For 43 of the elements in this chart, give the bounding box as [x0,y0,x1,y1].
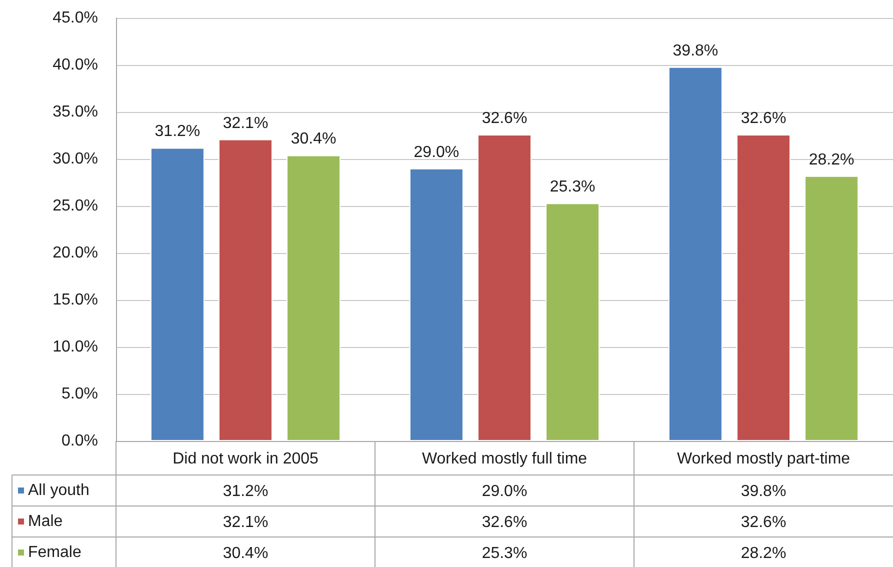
data-label: 30.4% [222,545,268,562]
text: 39.8% [672,42,718,60]
y-tick-label: 5.0% [62,386,98,402]
text: 30.4% [290,130,336,148]
legend-label: Female [28,544,82,561]
y-tick-label: 35.0% [52,104,98,120]
data-label: 32.6% [740,514,786,531]
legend-label: Male [28,513,63,530]
y-tick-label: 0.0% [62,432,98,450]
data-label: 31.2% [222,483,268,500]
data-label: 32.6% [482,514,528,531]
bar [668,66,722,441]
y-tick-label: 30.0% [52,150,98,168]
text: 25.3% [550,178,596,196]
bar [286,155,341,441]
bar [478,134,532,441]
data-label: 29.0% [482,483,528,500]
y-tick-label: 45.0% [52,10,98,26]
bar [150,148,204,441]
text: 31.2% [154,123,200,140]
x-tick-label: Worked mostly full time [422,450,588,468]
x-tick-label: Worked mostly part-time [676,450,850,468]
text: 28.2% [808,151,854,168]
y-tick-label: 40.0% [52,56,98,74]
y-tick-label: 15.0% [52,292,98,308]
data-label: 28.2% [740,545,786,562]
bar [546,203,600,441]
x-tick-label: Did not work in 2005 [172,450,319,468]
data-label: 25.3% [482,545,528,562]
y-tick-label: 20.0% [52,244,98,262]
text: 32.6% [740,110,786,128]
legend-label: All youth [28,482,90,499]
text: 29.0% [414,144,460,161]
text: 32.6% [482,110,528,128]
text: 32.1% [222,114,268,132]
data-label: 32.1% [222,514,268,531]
bar [804,176,859,441]
bar [218,139,272,441]
bar [409,168,464,441]
y-tick-label: 10.0% [52,338,98,356]
y-tick-label: 25.0% [52,198,98,214]
bar [736,134,790,441]
data-label: 39.8% [740,483,786,500]
